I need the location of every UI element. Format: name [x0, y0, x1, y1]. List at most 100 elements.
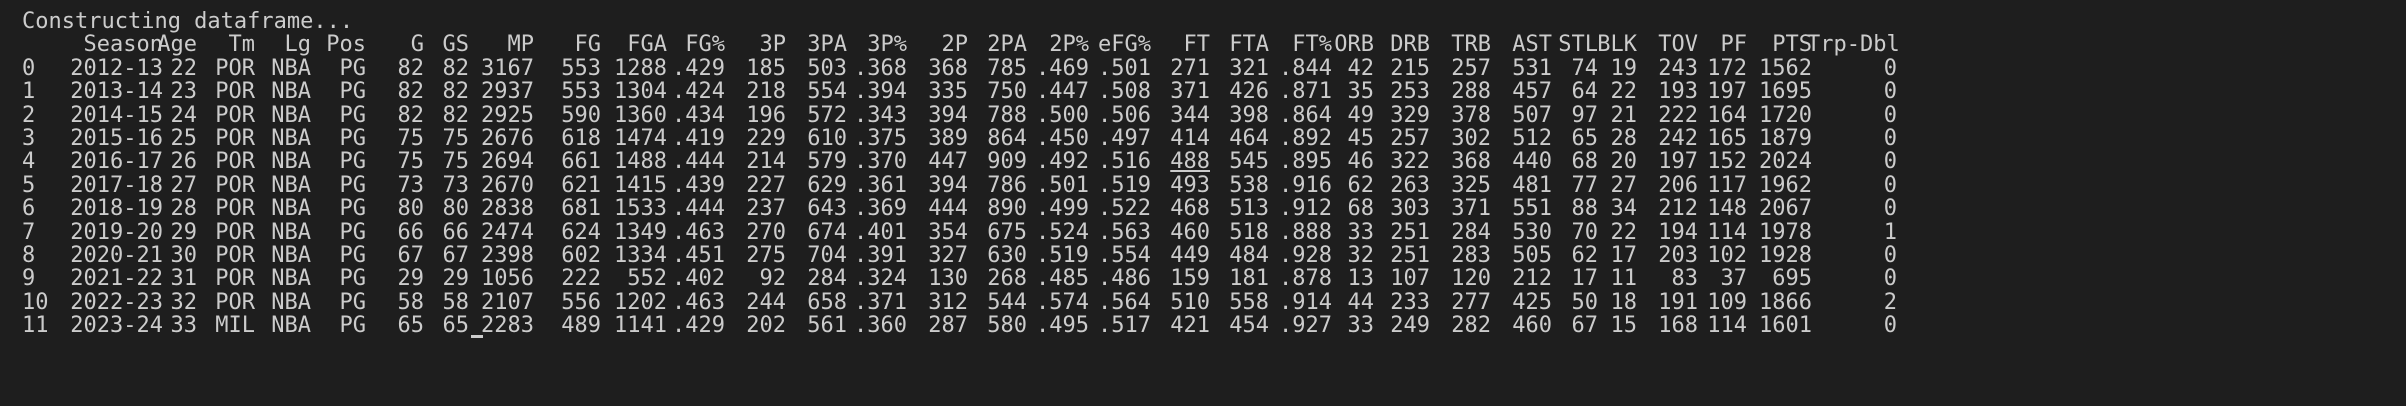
table-cell: 507	[1512, 102, 1552, 128]
table-cell: 172	[1707, 55, 1747, 81]
table-cell: 75	[442, 149, 470, 175]
table-cell: 558	[1229, 289, 1269, 315]
table-cell: 251	[1390, 242, 1430, 268]
table-cell: 82	[397, 79, 425, 105]
table-cell: 58	[397, 289, 425, 315]
table-cell: .495	[1036, 313, 1089, 339]
table-cell: 17	[1610, 242, 1638, 268]
table-cell: 197	[1658, 149, 1698, 175]
table-cell: 0	[1883, 172, 1897, 198]
table-cell: 621	[561, 172, 601, 198]
table-cell: 3	[22, 125, 36, 151]
table-cell: 329	[1390, 102, 1430, 128]
table-cell: 2012-13	[70, 55, 163, 81]
table-cell: NBA	[271, 196, 311, 222]
table-cell: 117	[1707, 172, 1747, 198]
table-cell: 243	[1658, 55, 1698, 81]
table-cell: 1533	[614, 196, 667, 222]
table-cell: 510	[1170, 289, 1210, 315]
status-line: Constructing dataframe...	[22, 9, 354, 34]
table-row: 1 2013-14 23 POR NBA PG 82 82 2937 553 1304.424 218…	[22, 79, 2406, 105]
table-cell: 97	[1571, 102, 1599, 128]
table-cell: 312	[928, 289, 968, 315]
table-cell: 65	[442, 313, 470, 339]
table-cell: .444	[672, 149, 725, 175]
column-header: Trp-Dbl	[1807, 32, 1900, 58]
table-cell: 33	[170, 313, 198, 339]
table-cell: 556	[561, 289, 601, 315]
table-cell: 629	[807, 172, 847, 198]
table-cell: 2925	[481, 102, 534, 128]
table-cell: .324	[854, 266, 907, 292]
table-cell: 0	[22, 55, 36, 81]
table-cell: 77	[1571, 172, 1599, 198]
table-cell: .519	[1098, 172, 1151, 198]
table-cell: MIL	[215, 313, 255, 339]
table-cell: 29	[442, 266, 470, 292]
table-cell: 675	[987, 219, 1027, 245]
table-cell: 148	[1707, 196, 1747, 222]
table-cell: NBA	[271, 55, 311, 81]
table-cell: 658	[807, 289, 847, 315]
table-cell: 271	[1170, 55, 1210, 81]
column-header: 2PA	[987, 32, 1027, 58]
table-cell: POR	[215, 149, 255, 175]
table-cell: 531	[1512, 55, 1552, 81]
dataframe-body: 0 2012-13 22 POR NBA PG 82 82 3167 553 1288.429 185…	[22, 55, 2406, 339]
table-cell: 302	[1451, 125, 1491, 151]
column-header: BLK	[1597, 32, 1637, 58]
table-row: 11 2023-24 33 MIL NBA PG 65 65 2283 489 1141.429 20…	[22, 313, 2406, 339]
table-cell: .912	[1279, 196, 1332, 222]
table-cell: 66	[442, 219, 470, 245]
table-row: 8 2020-21 30 POR NBA PG 67 67 2398 602 1334.451 275…	[22, 242, 2406, 268]
table-cell: 17	[1571, 266, 1599, 292]
table-cell: 2018-19	[70, 196, 163, 222]
table-cell: 325	[1451, 172, 1491, 198]
table-cell: 83	[1671, 266, 1699, 292]
table-cell: .519	[1036, 242, 1089, 268]
table-cell: 1360	[614, 102, 667, 128]
table-cell: 275	[746, 242, 786, 268]
table-cell: .463	[672, 219, 725, 245]
column-header: Season	[83, 32, 163, 58]
table-cell: 0	[1883, 102, 1897, 128]
table-cell: 218	[746, 79, 786, 105]
table-cell: .371	[854, 289, 907, 315]
table-cell: 75	[442, 125, 470, 151]
table-cell: 602	[561, 242, 601, 268]
table-cell: 1928	[1759, 242, 1812, 268]
table-cell: NBA	[271, 102, 311, 128]
table-cell: 630	[987, 242, 1027, 268]
table-cell: 165	[1707, 125, 1747, 151]
table-cell: 75	[397, 125, 425, 151]
table-cell: 11	[22, 313, 49, 339]
table-cell: .369	[854, 196, 907, 222]
table-cell: 2017-18	[70, 172, 163, 198]
table-cell: 2015-16	[70, 125, 163, 151]
table-cell: .524	[1036, 219, 1089, 245]
table-cell: 1488	[614, 149, 667, 175]
column-header: 3P%	[867, 32, 907, 58]
table-cell: 335	[928, 79, 968, 105]
table-row: 3 2015-16 25 POR NBA PG 75 75 2676 618 1474.419 229…	[22, 125, 2406, 151]
table-cell: 488	[1170, 149, 1210, 175]
table-cell: 45	[1347, 125, 1375, 151]
column-header: Lg	[284, 32, 312, 58]
table-cell: PG	[339, 196, 367, 222]
table-cell: 82	[397, 55, 425, 81]
table-cell: .508	[1098, 79, 1151, 105]
table-cell: 0	[1883, 313, 1897, 339]
column-header: 3P	[759, 32, 787, 58]
table-cell: 1962	[1759, 172, 1812, 198]
table-cell: 44	[1347, 289, 1375, 315]
table-cell: 468	[1170, 196, 1210, 222]
table-cell: 327	[928, 242, 968, 268]
table-row: 10 2022-23 32 POR NBA PG 58 58 2107 556 1202.463 24…	[22, 289, 2406, 315]
table-cell: 202	[746, 313, 786, 339]
table-cell: 253	[1390, 79, 1430, 105]
table-cell: 2023-24	[70, 313, 163, 339]
table-cell: .871	[1279, 79, 1332, 105]
table-cell: 32	[1347, 242, 1375, 268]
table-cell: .501	[1098, 55, 1151, 81]
